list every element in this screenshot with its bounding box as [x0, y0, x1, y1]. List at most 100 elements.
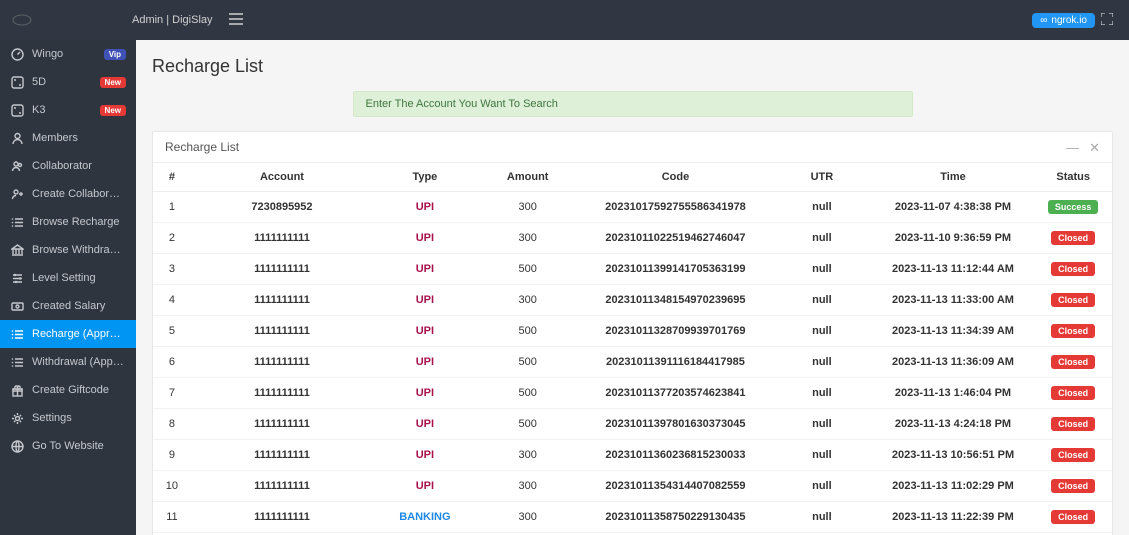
- sidebar-item-label: Browse Recharge: [32, 216, 126, 228]
- status-badge: Closed: [1051, 231, 1095, 245]
- logo-icon: [12, 13, 32, 27]
- cell-utr: null: [772, 254, 871, 285]
- cell-amount: 300: [477, 223, 579, 254]
- cell-code: 20231017592755586341978: [579, 192, 772, 223]
- cell-account: 1111111111: [191, 502, 373, 533]
- type-label: UPI: [416, 387, 434, 399]
- cell-status: Closed: [1034, 471, 1112, 502]
- sidebar-item-browse-withdrawal[interactable]: Browse Withdrawal: [0, 236, 136, 264]
- recharge-panel: Recharge List — ✕ #AccountTypeAmountCode…: [152, 131, 1113, 535]
- cell-index: 2: [153, 223, 191, 254]
- cell-type: UPI: [373, 378, 477, 409]
- cell-status: Success: [1034, 192, 1112, 223]
- cell-index: 3: [153, 254, 191, 285]
- table-row[interactable]: 61111111111UPI50020231011391116184417985…: [153, 347, 1112, 378]
- ngrok-badge[interactable]: ∞ ngrok.io: [1032, 13, 1095, 28]
- status-badge: Closed: [1051, 355, 1095, 369]
- sidebar-item-label: Level Setting: [32, 272, 126, 284]
- sidebar-item-k3[interactable]: K3New: [0, 96, 136, 124]
- infinity-icon: ∞: [1040, 15, 1047, 26]
- cell-type: UPI: [373, 223, 477, 254]
- cell-type: UPI: [373, 285, 477, 316]
- table-row[interactable]: 101111111111UPI3002023101135431440708255…: [153, 471, 1112, 502]
- sidebar-item-label: Withdrawal (Approved): [32, 356, 126, 368]
- sidebar-item-members[interactable]: Members: [0, 124, 136, 152]
- cell-code: 20231011328709939701769: [579, 316, 772, 347]
- cell-type: UPI: [373, 471, 477, 502]
- panel-header: Recharge List — ✕: [153, 132, 1112, 163]
- sidebar-item-settings[interactable]: Settings: [0, 404, 136, 432]
- table-row[interactable]: 91111111111UPI30020231011360236815230033…: [153, 440, 1112, 471]
- cell-index: 11: [153, 502, 191, 533]
- cell-utr: null: [772, 316, 871, 347]
- cell-account: 1111111111: [191, 223, 373, 254]
- sidebar-item-label: Browse Withdrawal: [32, 244, 126, 256]
- cell-index: 1: [153, 192, 191, 223]
- cell-type: UPI: [373, 192, 477, 223]
- cell-status: Closed: [1034, 223, 1112, 254]
- sidebar-item-withdrawal-approved-[interactable]: Withdrawal (Approved): [0, 348, 136, 376]
- search-input[interactable]: [353, 91, 913, 117]
- sidebar-item-created-salary[interactable]: Created Salary: [0, 292, 136, 320]
- col-header: Amount: [477, 163, 579, 192]
- sidebar-item-create-collaborator[interactable]: Create Collaborator: [0, 180, 136, 208]
- globe-icon: [10, 439, 24, 453]
- cell-type: UPI: [373, 254, 477, 285]
- sidebar-item-recharge-approved-[interactable]: Recharge (Approved): [0, 320, 136, 348]
- cell-time: 2023-11-13 11:36:09 AM: [872, 347, 1035, 378]
- breadcrumb-admin[interactable]: Admin: [132, 14, 163, 26]
- sidebar-item-level-setting[interactable]: Level Setting: [0, 264, 136, 292]
- list-icon: [10, 355, 24, 369]
- status-badge: Success: [1048, 200, 1099, 214]
- dashboard-icon: [10, 47, 24, 61]
- sidebar-item-5d[interactable]: 5DNew: [0, 68, 136, 96]
- cell-amount: 300: [477, 192, 579, 223]
- table-row[interactable]: 31111111111UPI50020231011399141705363199…: [153, 254, 1112, 285]
- type-label: UPI: [416, 449, 434, 461]
- sidebar-item-browse-recharge[interactable]: Browse Recharge: [0, 208, 136, 236]
- dice-icon: [10, 75, 24, 89]
- hamburger-icon[interactable]: [229, 13, 243, 28]
- cell-time: 2023-11-13 11:33:00 AM: [872, 285, 1035, 316]
- cell-status: Closed: [1034, 347, 1112, 378]
- gear-icon: [10, 411, 24, 425]
- sidebar-item-collaborator[interactable]: Collaborator: [0, 152, 136, 180]
- table-row[interactable]: 51111111111UPI50020231011328709939701769…: [153, 316, 1112, 347]
- status-badge: Closed: [1051, 262, 1095, 276]
- cell-utr: null: [772, 285, 871, 316]
- cell-status: Closed: [1034, 440, 1112, 471]
- cell-amount: 300: [477, 285, 579, 316]
- cell-status: Closed: [1034, 378, 1112, 409]
- table-row[interactable]: 111111111111BANKING300202310113587502291…: [153, 502, 1112, 533]
- cell-amount: 300: [477, 440, 579, 471]
- sidebar-item-create-giftcode[interactable]: Create Giftcode: [0, 376, 136, 404]
- sidebar-item-wingo[interactable]: WingoVip: [0, 40, 136, 68]
- table-row[interactable]: 17230895952UPI30020231017592755586341978…: [153, 192, 1112, 223]
- breadcrumb-page[interactable]: DigiSlay: [172, 14, 212, 26]
- main-content: Recharge List Recharge List — ✕ #Account…: [136, 40, 1129, 535]
- table-body: 17230895952UPI30020231017592755586341978…: [153, 192, 1112, 535]
- table-row[interactable]: 81111111111UPI50020231011397801630373045…: [153, 409, 1112, 440]
- cell-utr: null: [772, 409, 871, 440]
- status-badge: Closed: [1051, 448, 1095, 462]
- table-row[interactable]: 41111111111UPI30020231011348154970239695…: [153, 285, 1112, 316]
- panel-minimize-icon[interactable]: —: [1066, 141, 1079, 154]
- cell-utr: null: [772, 223, 871, 254]
- cell-type: UPI: [373, 409, 477, 440]
- sidebar-item-label: Create Collaborator: [32, 188, 126, 200]
- sidebar-item-label: Wingo: [32, 48, 96, 60]
- table-row[interactable]: 21111111111UPI30020231011022519462746047…: [153, 223, 1112, 254]
- expand-icon[interactable]: [1101, 13, 1113, 28]
- cell-account: 1111111111: [191, 316, 373, 347]
- money-icon: [10, 299, 24, 313]
- bank-icon: [10, 243, 24, 257]
- cell-utr: null: [772, 471, 871, 502]
- cell-code: 20231011358750229130435: [579, 502, 772, 533]
- cell-status: Closed: [1034, 502, 1112, 533]
- table-row[interactable]: 71111111111UPI50020231011377203574623841…: [153, 378, 1112, 409]
- cell-amount: 500: [477, 378, 579, 409]
- col-header: Type: [373, 163, 477, 192]
- status-badge: Closed: [1051, 293, 1095, 307]
- sidebar-item-go-to-website[interactable]: Go To Website: [0, 432, 136, 460]
- panel-close-icon[interactable]: ✕: [1089, 141, 1100, 154]
